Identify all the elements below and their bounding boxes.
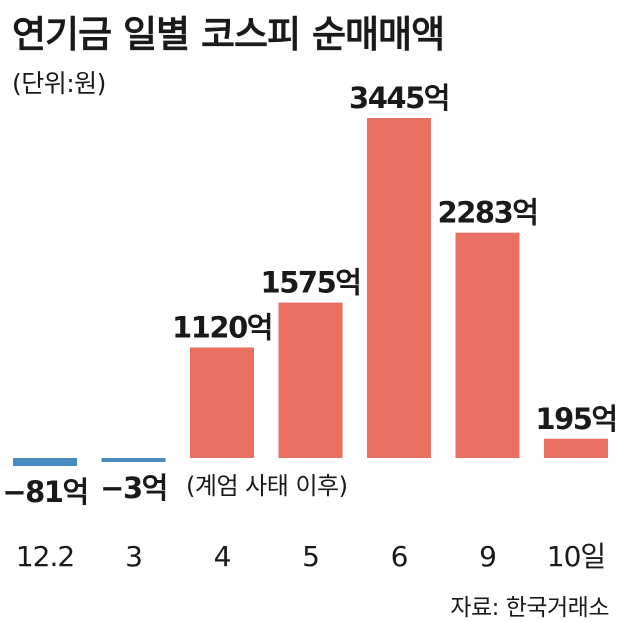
bar-122 xyxy=(13,458,77,466)
bar-9 xyxy=(455,232,520,458)
x-tick-label: 12.2 xyxy=(16,540,74,573)
bar-10 xyxy=(544,438,608,458)
value-label: 2283억 xyxy=(438,196,538,230)
bar-5 xyxy=(278,302,343,458)
annotation-note: (계엄 사태 이후) xyxy=(186,472,348,500)
x-tick-label: 4 xyxy=(214,540,231,573)
value-label: −81억 xyxy=(2,475,87,509)
value-label: 1575억 xyxy=(261,266,361,300)
unit-label: (단위:원) xyxy=(12,69,106,98)
value-label: −3억 xyxy=(100,471,167,505)
bar-4 xyxy=(190,347,254,458)
value-label: 3445억 xyxy=(349,81,449,115)
x-tick-label: 5 xyxy=(302,540,319,573)
x-tick-label: 6 xyxy=(391,540,408,573)
bar-3 xyxy=(101,458,166,462)
x-tick-label: 9 xyxy=(479,540,496,573)
chart-title: 연기금 일별 코스피 순매매액 xyxy=(12,13,445,56)
x-tick-label: 3 xyxy=(125,540,142,573)
value-label: 1120억 xyxy=(172,310,272,344)
x-tick-label: 10일 xyxy=(547,540,605,573)
source-note: 자료: 한국거래소 xyxy=(450,595,609,621)
bar-6 xyxy=(367,118,431,458)
value-label: 195억 xyxy=(535,402,616,436)
